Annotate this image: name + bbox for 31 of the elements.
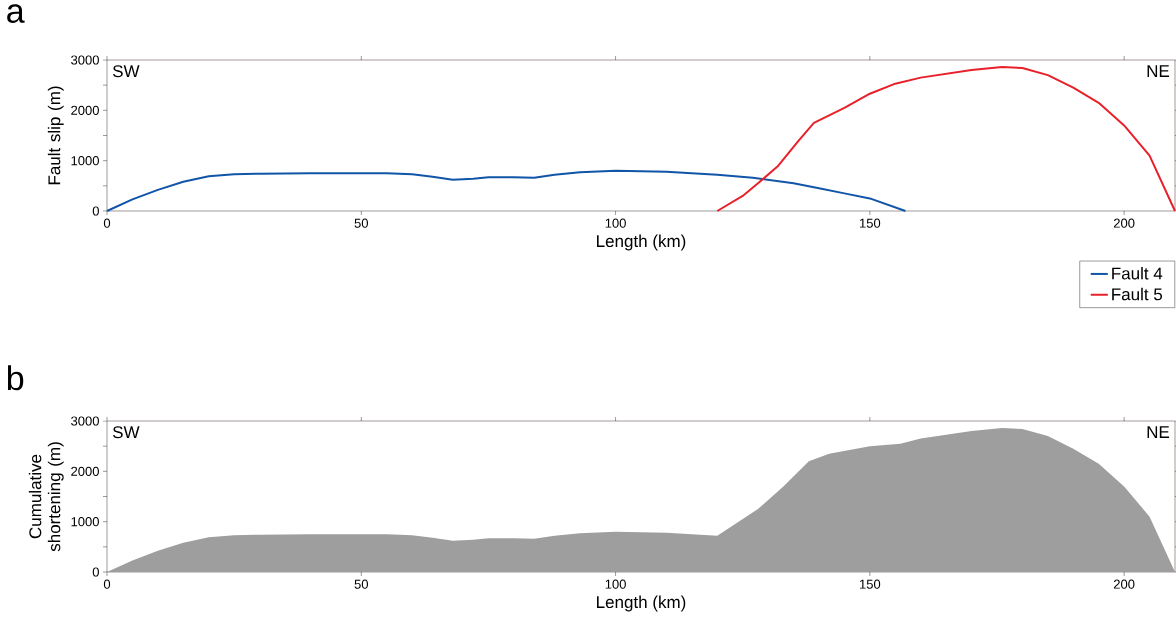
y-axis-title: Fault slip (m) [47,86,64,185]
annotation: NE [1147,65,1170,77]
x-tick-label: 50 [354,579,369,589]
x-tick-label: 150 [859,579,881,589]
y-tick-label: 2000 [71,466,99,476]
annotation: SW [112,65,140,78]
y-tick-label: 0 [92,206,99,216]
legend-label: Fault 4 [1112,267,1163,280]
y-tick-label: 0 [92,567,99,577]
y-tick-label: 3000 [71,416,99,426]
y-tick-label: 3000 [71,55,99,65]
line-series [716,66,1176,212]
x-tick-label: 0 [103,579,111,589]
x-tick-label: 100 [605,218,626,228]
chart-title: b [7,365,24,391]
x-axis-title: Length (km) [597,595,686,612]
y-axis-title: Cumulative shortening (m) [28,442,64,552]
legend-label: Fault 5 [1112,287,1163,301]
x-tick-label: 200 [1113,218,1135,228]
y-tick-label: 1000 [71,156,99,166]
x-axis-title: Length (km) [597,234,686,251]
x-tick-label: 50 [354,218,369,228]
annotation: NE [1147,426,1170,438]
annotation: SW [112,426,140,439]
y-tick-label: 2000 [71,105,99,115]
x-tick-label: 200 [1113,579,1135,589]
x-tick-label: 0 [103,218,111,228]
x-tick-label: 150 [859,218,881,228]
x-tick-label: 100 [605,579,626,589]
chart-title: a [7,4,25,23]
y-tick-label: 1000 [71,517,99,527]
